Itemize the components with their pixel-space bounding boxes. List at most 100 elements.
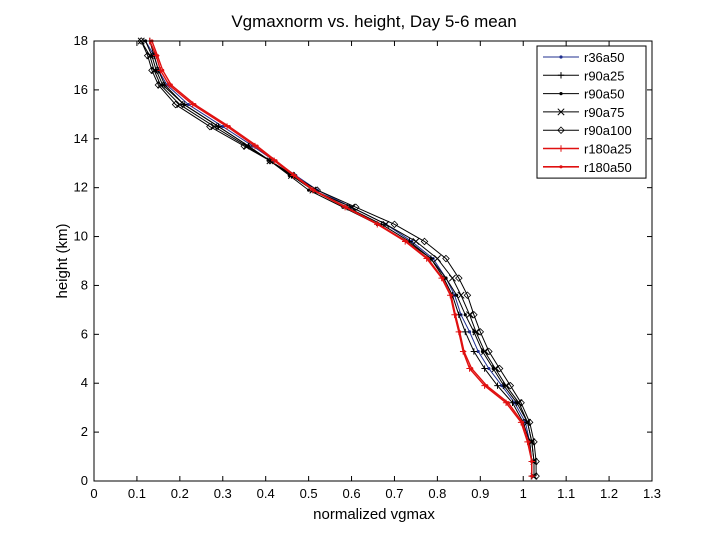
legend-item-r180a50: r180a50 (543, 160, 632, 175)
data-point-r180a50 (155, 54, 160, 58)
x-tick-label: 0.4 (257, 486, 275, 501)
data-point-r90a100 (517, 399, 525, 407)
data-point-r36a50 (476, 349, 480, 354)
legend-item-r90a25: r90a25 (543, 68, 624, 83)
legend-item-r90a50: r90a50 (543, 87, 624, 102)
data-point-r90a100 (313, 186, 321, 194)
data-point-r90a75 (382, 220, 390, 228)
x-tick-label: 0.5 (300, 486, 318, 501)
data-point-r90a75 (481, 347, 489, 355)
data-point-r90a100 (390, 220, 399, 229)
x-tick-label: 0.6 (342, 486, 360, 501)
data-point-r180a50 (274, 159, 278, 163)
y-tick-label: 14 (74, 131, 88, 146)
data-point-r90a100 (485, 347, 493, 356)
data-point-r90a100 (420, 237, 429, 246)
legend-label: r180a25 (584, 142, 632, 157)
series-layer (137, 37, 540, 480)
data-point-r180a50 (470, 366, 474, 371)
data-point-r90a100 (532, 457, 540, 466)
axis-layer: 0 0.1 0.2 0.3 0.4 0.5 0.6 0.7 0.8 0.9 1 1.1 1.2 1.3 0 2… (74, 33, 662, 501)
legend-marker (557, 72, 565, 79)
data-point-r90a75 (523, 418, 532, 426)
y-tick-label: 2 (81, 424, 88, 439)
x-tick-label: 1 (520, 486, 527, 501)
legend-marker (557, 145, 565, 152)
data-point-r180a50 (169, 83, 173, 87)
data-point-r180a50 (161, 68, 165, 72)
x-tick-label: 0.9 (471, 486, 489, 501)
data-point-r90a25 (470, 348, 478, 355)
x-axis-label: normalized vgmax (313, 506, 435, 523)
data-point-r180a50 (312, 188, 316, 192)
data-point-r90a50 (307, 188, 311, 192)
data-point-r90a25 (509, 399, 516, 406)
data-point-r90a100 (171, 100, 180, 109)
data-point-r90a100 (470, 311, 478, 319)
data-point-r180a50 (293, 173, 297, 178)
legend-label: r90a50 (584, 87, 624, 102)
data-point-r90a75 (466, 311, 474, 319)
data-point-r90a25 (462, 328, 469, 336)
data-point-r90a100 (154, 81, 163, 89)
data-point-r90a50 (455, 293, 459, 297)
x-tick-label: 0.7 (385, 486, 403, 501)
data-point-r90a75 (448, 274, 456, 282)
data-point-r90a100 (463, 291, 472, 299)
data-point-r90a50 (216, 124, 221, 129)
legend-label: r180a50 (584, 160, 632, 175)
data-point-r90a100 (532, 472, 540, 480)
y-tick-label: 8 (81, 277, 88, 292)
legend-marker (557, 126, 565, 134)
chart-title: Vgmaxnorm vs. height, Day 5-6 mean (231, 12, 516, 31)
series-line-r90a50 (145, 40, 535, 477)
data-point-r90a75 (457, 291, 465, 299)
data-point-r180a50 (506, 401, 510, 405)
data-point-r180a50 (255, 144, 259, 148)
x-tick-label: 0.2 (171, 486, 189, 501)
data-point-r90a75 (156, 81, 165, 89)
series-line-r90a100 (140, 40, 537, 477)
x-tick-label: 0.8 (428, 486, 446, 501)
data-point-r90a75 (502, 382, 510, 390)
data-point-r180a50 (530, 474, 534, 478)
legend-label: r36a50 (584, 50, 624, 65)
x-tick-label: 0 (90, 486, 97, 501)
legend: r36a50 r90a25 r90a50 r90a75 r90a100 r180a25 r1… (536, 45, 647, 179)
data-point-r180a50 (344, 205, 348, 209)
x-tick-label: 0.1 (128, 486, 146, 501)
data-point-r90a100 (525, 418, 534, 427)
data-point-r180a50 (426, 256, 430, 261)
legend-item-r90a100: r90a100 (543, 123, 632, 138)
data-point-r180a50 (453, 313, 458, 317)
series-line-r180a50 (151, 40, 533, 477)
x-tick-label: 1.3 (643, 486, 661, 501)
data-point-r180a50 (440, 276, 445, 280)
legend-label: r90a75 (584, 105, 624, 120)
plot-frame (93, 40, 653, 482)
data-point-r90a75 (433, 255, 441, 263)
data-point-r90a100 (137, 37, 145, 45)
y-axis-label: height (km) (54, 223, 71, 298)
data-point-r90a75 (146, 52, 154, 60)
legend-marker (557, 108, 565, 116)
data-point-r90a75 (210, 123, 218, 131)
data-point-r180a50 (449, 293, 453, 297)
data-point-r180a50 (520, 420, 524, 424)
data-point-r180a50 (376, 222, 381, 226)
legend-item-r90a75: r90a75 (543, 105, 624, 120)
x-tick-label: 1.2 (600, 486, 618, 501)
legend-item-r36a50: r36a50 (543, 50, 624, 65)
legend-marker (559, 55, 563, 59)
x-tick-label: 1.1 (557, 486, 575, 501)
data-point-r180a50 (485, 384, 489, 388)
data-point-r90a100 (442, 254, 450, 263)
y-tick-label: 12 (74, 180, 88, 195)
x-tick-label: 0.3 (214, 486, 232, 501)
y-tick-label: 10 (74, 229, 88, 244)
data-point-r90a100 (476, 328, 485, 336)
legend-marker (559, 165, 563, 169)
data-point-r90a50 (463, 313, 467, 317)
legend-marker (559, 92, 563, 96)
